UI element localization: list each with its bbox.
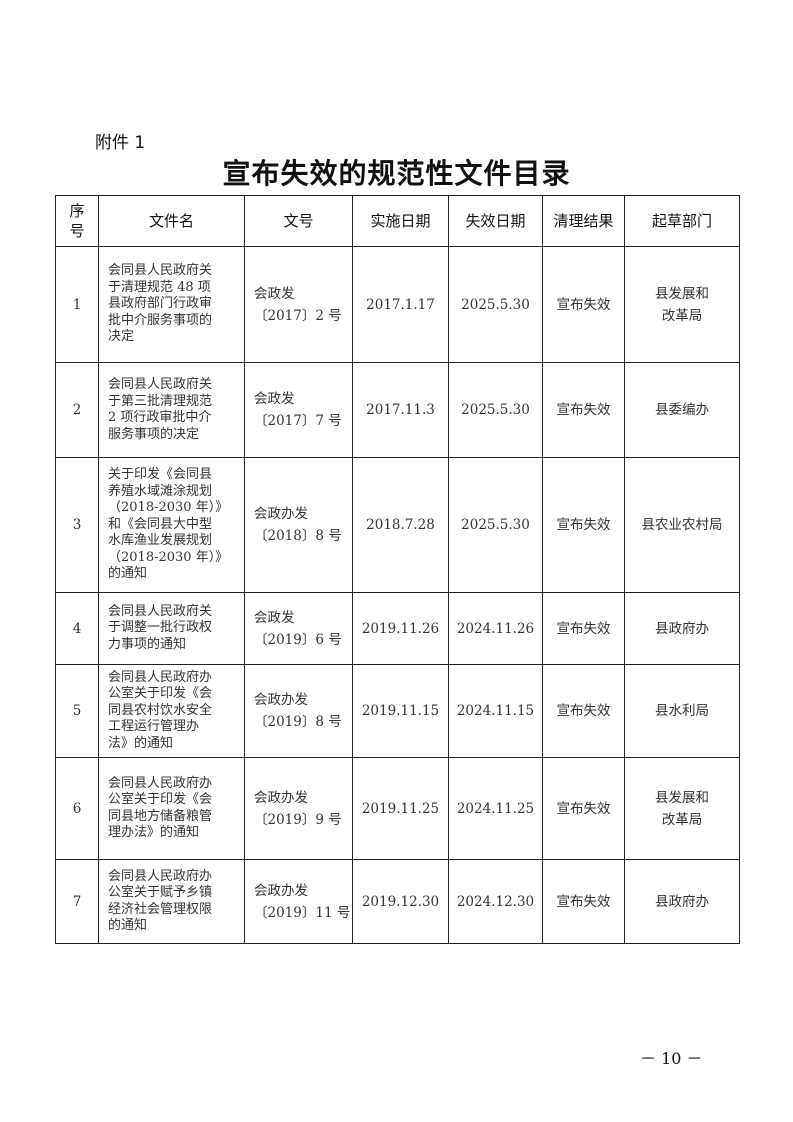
start-date: 2017.1.17 — [352, 246, 449, 363]
document-number: 会政办发 〔2019〕8 号 — [244, 664, 353, 758]
table-header-row: 序 号 文件名 文号 实施日期 失效日期 清理结果 起草部门 — [55, 195, 740, 247]
header-start-date: 实施日期 — [352, 195, 449, 247]
drafting-department: 县政府办 — [624, 859, 740, 944]
document-name: 会同县人民政府办 公室关于印发《会 同县地方储备粮管 理办法》的通知 — [98, 757, 245, 860]
document-number: 会政办发 〔2018〕8 号 — [244, 457, 353, 593]
table-row: 1 会同县人民政府关 于清理规范 48 项 县政府部门行政审 批中介服务事项的 决… — [55, 246, 740, 363]
end-date: 2025.5.30 — [448, 362, 543, 458]
row-number: 4 — [55, 592, 99, 665]
document-number: 会政发 〔2019〕6 号 — [244, 592, 353, 665]
drafting-department: 县委编办 — [624, 362, 740, 458]
start-date: 2019.11.15 — [352, 664, 449, 758]
cleanup-result: 宣布失效 — [542, 757, 625, 860]
header-result: 清理结果 — [542, 195, 625, 247]
drafting-department: 县发展和 改革局 — [624, 246, 740, 363]
start-date: 2019.11.26 — [352, 592, 449, 665]
start-date: 2018.7.28 — [352, 457, 449, 593]
cleanup-result: 宣布失效 — [542, 592, 625, 665]
document-name: 会同县人民政府关 于第三批清理规范 2 项行政审批中介 服务事项的决定 — [98, 362, 245, 458]
drafting-department: 县农业农村局 — [624, 457, 740, 593]
table-row: 2 会同县人民政府关 于第三批清理规范 2 项行政审批中介 服务事项的决定 会政发 … — [55, 362, 740, 458]
row-number: 5 — [55, 664, 99, 758]
cleanup-result: 宣布失效 — [542, 246, 625, 363]
drafting-department: 县政府办 — [624, 592, 740, 665]
start-date: 2017.11.3 — [352, 362, 449, 458]
header-doc-no: 文号 — [244, 195, 353, 247]
document-number: 会政办发 〔2019〕9 号 — [244, 757, 353, 860]
document-number: 会政办发 〔2019〕11 号 — [244, 859, 353, 944]
header-dept: 起草部门 — [624, 195, 740, 247]
table-row: 3 关于印发《会同县 养殖水域滩涂规划 （2018-2030 年）》 和《会同县大… — [55, 457, 740, 593]
end-date: 2024.12.30 — [448, 859, 543, 944]
header-end-date: 失效日期 — [448, 195, 543, 247]
attachment-label: 附件 1 — [95, 133, 146, 153]
document-number: 会政发 〔2017〕2 号 — [244, 246, 353, 363]
header-name: 文件名 — [98, 195, 245, 247]
row-number: 1 — [55, 246, 99, 363]
document-name: 会同县人民政府关 于调整一批行政权 力事项的通知 — [98, 592, 245, 665]
end-date: 2024.11.25 — [448, 757, 543, 860]
drafting-department: 县水利局 — [624, 664, 740, 758]
table-row: 4 会同县人民政府关 于调整一批行政权 力事项的通知 会政发 〔2019〕6 号 20… — [55, 592, 740, 665]
end-date: 2024.11.26 — [448, 592, 543, 665]
row-number: 6 — [55, 757, 99, 860]
document-number: 会政发 〔2017〕7 号 — [244, 362, 353, 458]
cleanup-result: 宣布失效 — [542, 457, 625, 593]
end-date: 2025.5.30 — [448, 246, 543, 363]
document-name: 会同县人民政府办 公室关于印发《会 同县农村饮水安全 工程运行管理办 法》的通知 — [98, 664, 245, 758]
drafting-department: 县发展和 改革局 — [624, 757, 740, 860]
cleanup-result: 宣布失效 — [542, 664, 625, 758]
header-no: 序 号 — [55, 195, 99, 247]
cleanup-result: 宣布失效 — [542, 859, 625, 944]
cleanup-result: 宣布失效 — [542, 362, 625, 458]
end-date: 2024.11.15 — [448, 664, 543, 758]
page-title: 宣布失效的规范性文件目录 — [222, 157, 571, 190]
document-name: 会同县人民政府关 于清理规范 48 项 县政府部门行政审 批中介服务事项的 决定 — [98, 246, 245, 363]
table-row: 5 会同县人民政府办 公室关于印发《会 同县农村饮水安全 工程运行管理办 法》的通… — [55, 664, 740, 758]
document-name: 会同县人民政府办 公室关于赋予乡镇 经济社会管理权限 的通知 — [98, 859, 245, 944]
document-name: 关于印发《会同县 养殖水域滩涂规划 （2018-2030 年）》 和《会同县大中… — [98, 457, 245, 593]
document-table: 序 号 文件名 文号 实施日期 失效日期 清理结果 起草部门 1 会同县人民政府关… — [55, 195, 740, 944]
row-number: 7 — [55, 859, 99, 944]
table-row: 6 会同县人民政府办 公室关于印发《会 同县地方储备粮管 理办法》的通知 会政办发 … — [55, 757, 740, 860]
start-date: 2019.12.30 — [352, 859, 449, 944]
row-number: 2 — [55, 362, 99, 458]
page-number: － 10 － — [640, 1049, 703, 1068]
table-row: 7 会同县人民政府办 公室关于赋予乡镇 经济社会管理权限 的通知 会政办发 〔201… — [55, 859, 740, 944]
start-date: 2019.11.25 — [352, 757, 449, 860]
row-number: 3 — [55, 457, 99, 593]
end-date: 2025.5.30 — [448, 457, 543, 593]
